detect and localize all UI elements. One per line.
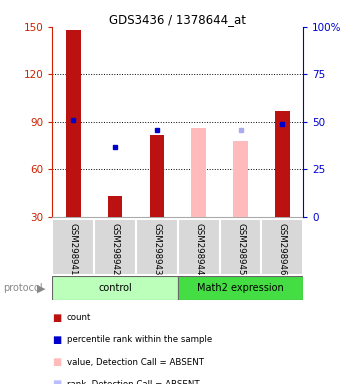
- Title: GDS3436 / 1378644_at: GDS3436 / 1378644_at: [109, 13, 246, 26]
- Text: control: control: [98, 283, 132, 293]
- Text: GSM298943: GSM298943: [152, 223, 161, 276]
- Bar: [52, 276, 178, 300]
- FancyBboxPatch shape: [136, 219, 178, 275]
- Bar: [108, 196, 122, 217]
- Text: GSM298946: GSM298946: [278, 223, 287, 276]
- Text: count: count: [67, 313, 91, 322]
- Text: ■: ■: [52, 379, 62, 384]
- FancyBboxPatch shape: [261, 219, 303, 275]
- Bar: [178, 276, 303, 300]
- Text: protocol: protocol: [4, 283, 43, 293]
- Bar: [66, 30, 81, 217]
- Bar: [275, 111, 290, 217]
- Bar: [191, 128, 206, 217]
- Text: GSM298942: GSM298942: [110, 223, 119, 276]
- Text: Math2 expression: Math2 expression: [197, 283, 284, 293]
- FancyBboxPatch shape: [94, 219, 136, 275]
- Text: ■: ■: [52, 335, 62, 345]
- Text: GSM298945: GSM298945: [236, 223, 245, 276]
- Text: ■: ■: [52, 313, 62, 323]
- Text: rank, Detection Call = ABSENT: rank, Detection Call = ABSENT: [67, 380, 199, 384]
- FancyBboxPatch shape: [52, 219, 94, 275]
- Text: ■: ■: [52, 357, 62, 367]
- FancyBboxPatch shape: [178, 219, 219, 275]
- Bar: [233, 141, 248, 217]
- Text: percentile rank within the sample: percentile rank within the sample: [67, 335, 212, 344]
- Text: value, Detection Call = ABSENT: value, Detection Call = ABSENT: [67, 358, 204, 367]
- Text: ▶: ▶: [37, 283, 46, 293]
- Text: GSM298941: GSM298941: [69, 223, 78, 276]
- Bar: [149, 135, 164, 217]
- Text: GSM298944: GSM298944: [194, 223, 203, 276]
- FancyBboxPatch shape: [219, 219, 261, 275]
